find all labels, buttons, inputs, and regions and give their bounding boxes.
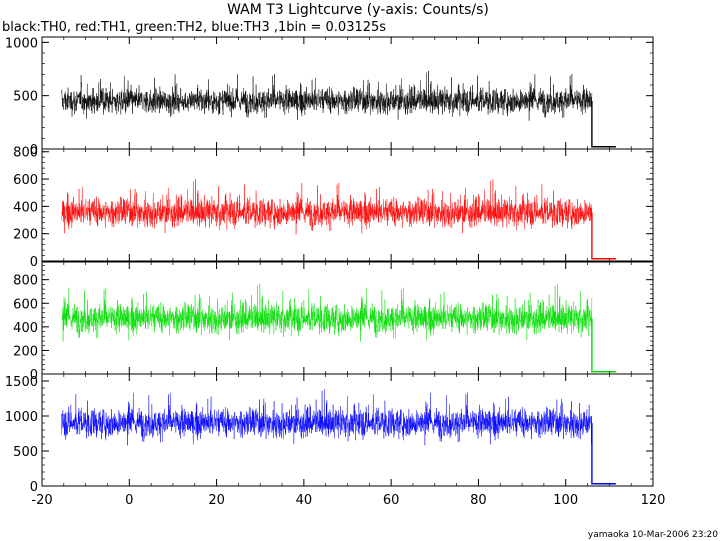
y-tick-label: 0 [30, 368, 38, 383]
x-tick-label: -20 [31, 493, 52, 508]
y-tick-label: 400 [13, 200, 38, 215]
x-tick-label: 60 [383, 493, 400, 508]
panel-th3: 0 500 1000 1500 [5, 373, 654, 495]
y-tick-label: 1000 [5, 410, 38, 425]
chart-subtitle: black:TH0, red:TH1, green:TH2, blue:TH3 … [2, 20, 386, 35]
y-tick-label: 800 [13, 146, 38, 161]
x-tick-label: 80 [470, 493, 487, 508]
y-tick-label: 0 [30, 255, 38, 270]
x-tick-label: 0 [125, 493, 133, 508]
y-tick-label: 500 [13, 445, 38, 460]
series-tail-th0 [591, 101, 616, 148]
x-axis: -20 0 20 40 60 80 100 120 [31, 493, 665, 508]
y-tick-label: 1000 [5, 36, 38, 51]
footer-credit: yamaoka 10-Mar-2006 23:20 [588, 530, 718, 540]
y-tick-label: 600 [13, 173, 38, 188]
y-tick-label: 500 [13, 90, 38, 105]
panel-th2: 0 200 400 600 800 [13, 261, 654, 383]
y-tick-label: 0 [30, 480, 38, 495]
panels: 0500100002004006008000200400600800050010… [5, 36, 654, 495]
series-line-th1 [61, 179, 593, 235]
y-tick-label: 600 [13, 297, 38, 312]
panel-frame [41, 373, 654, 487]
series-line-th2 [61, 283, 593, 342]
y-tick-label: 800 [13, 274, 38, 289]
panel-th0: 0 500 1000 [5, 36, 654, 158]
chart-title: WAM T3 Lightcurve (y-axis: Counts/s) [227, 2, 489, 18]
x-tick-label: 20 [208, 493, 225, 508]
series-tail-th2 [591, 318, 616, 373]
panel-th1: 0 200 400 600 800 [13, 146, 654, 270]
y-tick-label: 0 [30, 143, 38, 158]
x-tick-label: 100 [553, 493, 578, 508]
y-tick-label: 400 [13, 321, 38, 336]
y-tick-label: 1500 [5, 375, 38, 390]
series-tail-th3 [591, 423, 616, 485]
x-tick-label: 40 [296, 493, 313, 508]
y-tick-label: 200 [13, 228, 38, 243]
series-line-th3 [61, 388, 593, 446]
y-tick-label: 200 [13, 344, 38, 359]
x-tick-label: 120 [641, 493, 666, 508]
series-line-th0 [61, 70, 593, 121]
series-tail-th1 [591, 212, 616, 260]
